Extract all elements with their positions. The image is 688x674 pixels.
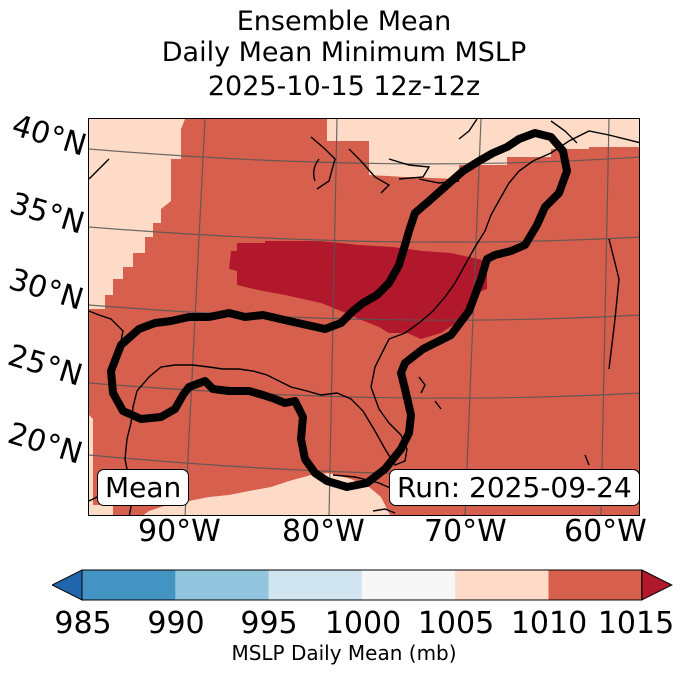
colorbar-segment (548, 570, 643, 600)
map-panel: Mean Run: 2025-09-24 (88, 118, 640, 516)
colorbar-label: MSLP Daily Mean (mb) (231, 641, 457, 665)
colorbar-over-arrow (641, 569, 673, 601)
colorbar (52, 569, 673, 601)
title-line-3: 2025-10-15 12z-12z (207, 71, 481, 102)
lon-label-80w: 80°W (282, 514, 365, 549)
title-line-2: Daily Mean Minimum MSLP (161, 37, 527, 68)
lat-label-20: 20°N (3, 416, 87, 472)
lat-label-30: 30°N (4, 262, 88, 318)
lon-label-90w: 90°W (138, 514, 221, 549)
coastline (89, 119, 639, 515)
colorbar-frame (81, 569, 643, 601)
colorbar-under-arrow (52, 569, 83, 601)
colorbar-segment (455, 570, 549, 600)
lat-label-35: 35°N (5, 186, 89, 242)
colorbar-segment (268, 570, 363, 600)
colorbar-segment (82, 570, 176, 600)
cbar-tick-995: 995 (240, 606, 298, 641)
colorbar-segment (361, 570, 456, 600)
title-line-1: Ensemble Mean (236, 6, 452, 37)
lon-label-70w: 70°W (424, 514, 507, 549)
field-above-1015 (229, 241, 487, 339)
cbar-tick-1015: 1015 (597, 606, 675, 641)
lat-label-25: 25°N (3, 338, 87, 394)
cbar-tick-1010: 1010 (510, 606, 588, 641)
colorbar-segment (175, 570, 270, 600)
graticule (89, 119, 639, 515)
lat-label-40: 40°N (7, 108, 91, 164)
cbar-tick-1000: 1000 (324, 606, 402, 641)
map-svg (89, 119, 639, 515)
run-label: Run: 2025-09-24 (389, 469, 639, 506)
cbar-tick-985: 985 (54, 606, 112, 641)
cbar-tick-1005: 1005 (417, 606, 495, 641)
cbar-tick-990: 990 (147, 606, 205, 641)
mean-label: Mean (97, 469, 190, 506)
lon-label-60w: 60°W (564, 514, 647, 549)
ensemble-outline (107, 129, 571, 491)
